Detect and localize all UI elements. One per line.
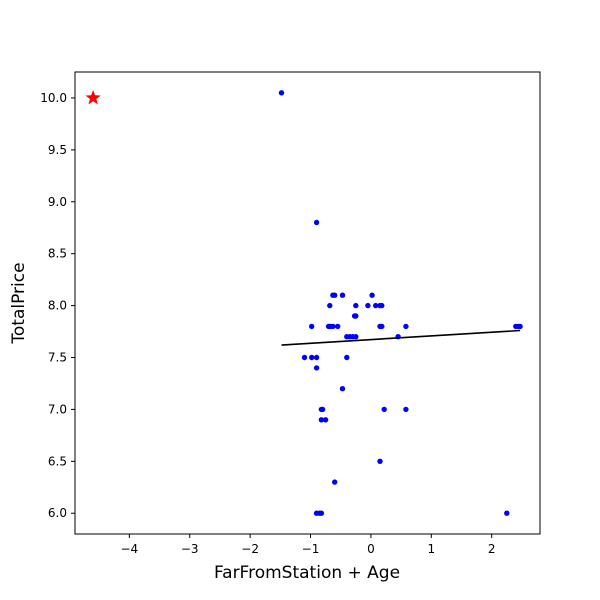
data-point <box>353 302 359 309</box>
x-axis-label: FarFromStation + Age <box>214 563 400 583</box>
data-point <box>335 323 341 330</box>
y-tick-label: 8.0 <box>48 299 67 313</box>
plot-marks <box>85 89 523 516</box>
data-point <box>319 406 326 413</box>
data-point <box>301 354 308 361</box>
y-tick-label: 6.5 <box>48 454 67 468</box>
plot-frame <box>74 71 541 535</box>
data-point <box>353 313 359 319</box>
data-point <box>369 292 375 298</box>
y-tick-label: 6.0 <box>48 506 67 520</box>
data-point <box>278 90 285 96</box>
data-point <box>339 292 346 298</box>
data-point <box>332 292 338 298</box>
data-point <box>517 323 523 330</box>
data-point <box>373 302 379 309</box>
data-point <box>318 510 325 516</box>
data-point <box>313 365 320 371</box>
data-point <box>330 323 336 330</box>
data-point <box>379 323 385 330</box>
data-point <box>403 406 409 413</box>
y-axis: 6.0 6.5 7.0 7.5 8.0 8.5 9.0 9.5 10.0 <box>40 91 75 520</box>
y-tick-label: 7.5 <box>48 351 67 365</box>
x-tick-label: 0 <box>367 542 375 556</box>
data-point <box>327 302 333 309</box>
data-point <box>381 406 387 413</box>
data-point <box>379 302 385 309</box>
data-point <box>365 302 371 309</box>
y-tick-label: 9.0 <box>48 195 67 209</box>
data-point <box>377 458 383 464</box>
y-tick-label: 8.5 <box>48 247 67 261</box>
x-tick-label: −4 <box>120 542 138 556</box>
data-point <box>309 354 315 361</box>
y-axis-label: TotalPrice <box>9 262 29 344</box>
highlight-star-marker <box>85 89 101 105</box>
data-point <box>403 323 409 330</box>
y-tick-label: 9.5 <box>48 143 67 157</box>
data-point <box>322 417 329 423</box>
x-tick-label: −1 <box>302 542 320 556</box>
data-point <box>309 323 315 330</box>
x-tick-label: −2 <box>241 542 259 556</box>
y-tick-label: 10.0 <box>40 91 67 105</box>
data-point <box>332 479 338 485</box>
data-point <box>504 510 510 516</box>
data-point <box>313 354 320 361</box>
data-point <box>339 386 346 392</box>
x-tick-label: 1 <box>427 542 435 556</box>
x-tick-label: 2 <box>488 542 496 556</box>
x-axis: −4 −3 −2 −1 0 1 2 <box>120 534 496 556</box>
fit-line <box>281 329 521 346</box>
data-point <box>313 219 320 226</box>
y-tick-label: 7.0 <box>48 402 67 416</box>
data-point <box>344 354 350 361</box>
data-point <box>318 417 325 423</box>
x-tick-label: −3 <box>181 542 199 556</box>
data-point <box>353 334 359 340</box>
